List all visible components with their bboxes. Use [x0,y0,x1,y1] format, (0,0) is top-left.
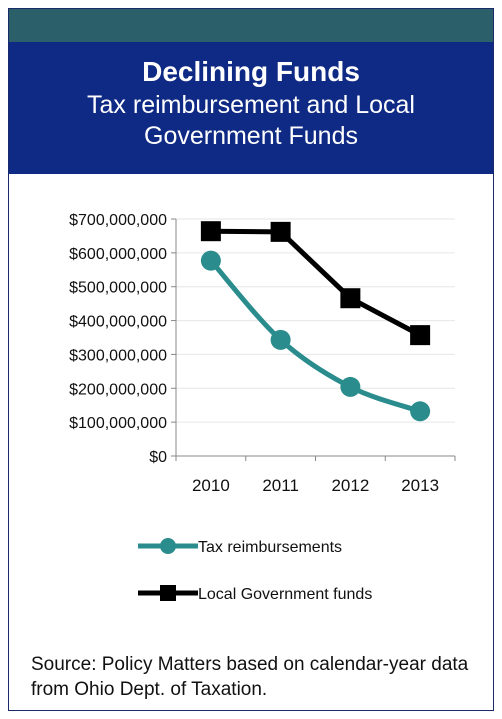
x-tick-label: 2012 [331,476,369,495]
chart-subtitle: Tax reimbursement and Local Government F… [87,91,415,150]
series-line-2 [210,228,422,338]
y-tick-label: $600,000,000 [69,246,167,263]
header-banner: Declining Funds Tax reimbursement and Lo… [9,42,493,174]
data-point [410,325,431,346]
infographic-panel: Declining Funds Tax reimbursement and Lo… [8,8,494,711]
data-point [340,288,361,309]
data-point [200,221,221,242]
y-tick-label: $500,000,000 [69,280,167,297]
y-tick-label: $0 [149,449,167,466]
x-tick-label: 2010 [192,476,230,495]
legend-marker [160,538,176,554]
y-tick-label: $300,000,000 [69,347,167,364]
x-tick-label: 2013 [401,476,439,495]
y-tick-label: $100,000,000 [69,415,167,432]
legend-label: Tax reimbursements [198,539,342,556]
data-point [270,329,291,350]
data-point [410,401,431,422]
legend-label: Local Government funds [198,586,372,603]
top-band-inner [9,9,493,42]
chart-title: Declining Funds [142,56,360,87]
y-tick-label: $700,000,000 [69,212,167,229]
data-point [200,250,221,271]
x-tick-label: 2011 [262,476,299,495]
data-point [340,376,361,397]
y-tick-label: $400,000,000 [69,314,167,331]
legend-marker [160,585,176,601]
series-line-1 [208,258,421,414]
source-note: Source: Policy Matters based on calendar… [31,654,469,700]
y-tick-label: $200,000,000 [69,381,167,398]
data-point [270,221,291,242]
